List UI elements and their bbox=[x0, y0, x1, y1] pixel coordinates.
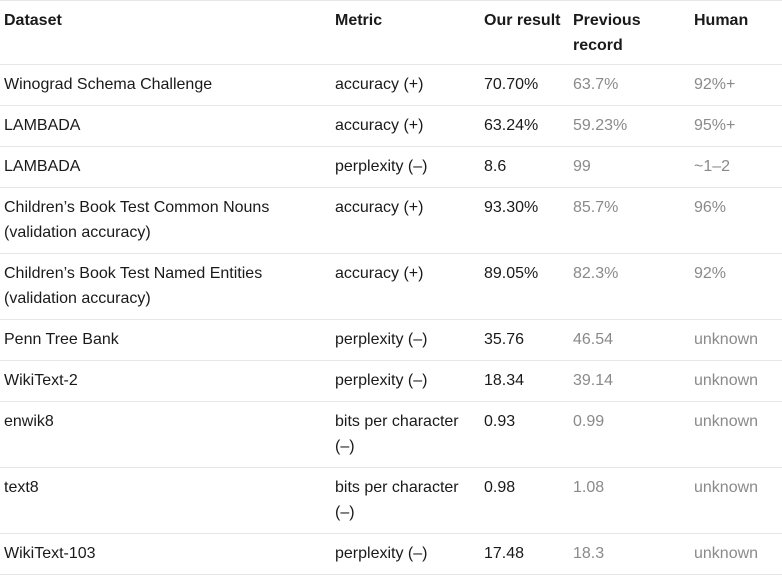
table-row: Children’s Book Test Named Entities (val… bbox=[0, 253, 782, 320]
cell-previous-record: 85.7% bbox=[569, 187, 690, 254]
cell-human: unknown bbox=[690, 401, 782, 468]
cell-metric: accuracy (+) bbox=[331, 64, 480, 106]
header-human: Human bbox=[690, 0, 782, 65]
cell-previous-record: 82.3% bbox=[569, 253, 690, 320]
cell-human: unknown bbox=[690, 319, 782, 361]
cell-human: 92% bbox=[690, 253, 782, 320]
cell-metric: perplexity (–) bbox=[331, 360, 480, 402]
cell-previous-record: 46.54 bbox=[569, 319, 690, 361]
cell-previous-record: 99 bbox=[569, 146, 690, 188]
table-header: Dataset Metric Our result Previous recor… bbox=[0, 0, 782, 65]
cell-our-result: 17.48 bbox=[480, 533, 569, 575]
cell-human: ~1–2 bbox=[690, 146, 782, 188]
cell-previous-record: 39.14 bbox=[569, 360, 690, 402]
cell-human: 95%+ bbox=[690, 105, 782, 147]
cell-metric: accuracy (+) bbox=[331, 253, 480, 320]
cell-human: unknown bbox=[690, 467, 782, 534]
header-dataset: Dataset bbox=[0, 0, 331, 65]
cell-our-result: 18.34 bbox=[480, 360, 569, 402]
cell-metric: accuracy (+) bbox=[331, 105, 480, 147]
cell-metric: bits per character (–) bbox=[331, 467, 480, 534]
cell-our-result: 70.70% bbox=[480, 64, 569, 106]
cell-dataset: enwik8 bbox=[0, 401, 331, 468]
cell-human: 96% bbox=[690, 187, 782, 254]
table-row: Winograd Schema Challenge accuracy (+) 7… bbox=[0, 64, 782, 106]
cell-dataset: Children’s Book Test Common Nouns (valid… bbox=[0, 187, 331, 254]
cell-our-result: 93.30% bbox=[480, 187, 569, 254]
cell-dataset: WikiText-103 bbox=[0, 533, 331, 575]
cell-our-result: 0.93 bbox=[480, 401, 569, 468]
table-row: WikiText-2 perplexity (–) 18.34 39.14 un… bbox=[0, 360, 782, 402]
cell-previous-record: 1.08 bbox=[569, 467, 690, 534]
cell-dataset: Penn Tree Bank bbox=[0, 319, 331, 361]
cell-previous-record: 0.99 bbox=[569, 401, 690, 468]
cell-metric: bits per character (–) bbox=[331, 401, 480, 468]
cell-metric: perplexity (–) bbox=[331, 146, 480, 188]
table-row: text8 bits per character (–) 0.98 1.08 u… bbox=[0, 467, 782, 534]
cell-our-result: 8.6 bbox=[480, 146, 569, 188]
cell-human: unknown bbox=[690, 533, 782, 575]
cell-our-result: 35.76 bbox=[480, 319, 569, 361]
cell-human: 92%+ bbox=[690, 64, 782, 106]
cell-our-result: 0.98 bbox=[480, 467, 569, 534]
cell-dataset: LAMBADA bbox=[0, 105, 331, 147]
header-previous-record: Previous record bbox=[569, 0, 690, 65]
cell-metric: perplexity (–) bbox=[331, 319, 480, 361]
cell-our-result: 63.24% bbox=[480, 105, 569, 147]
header-metric: Metric bbox=[331, 0, 480, 65]
table-row: enwik8 bits per character (–) 0.93 0.99 … bbox=[0, 401, 782, 468]
cell-our-result: 89.05% bbox=[480, 253, 569, 320]
cell-previous-record: 59.23% bbox=[569, 105, 690, 147]
table-body: Winograd Schema Challenge accuracy (+) 7… bbox=[0, 64, 782, 575]
cell-dataset: LAMBADA bbox=[0, 146, 331, 188]
table-row: Children’s Book Test Common Nouns (valid… bbox=[0, 187, 782, 254]
cell-previous-record: 63.7% bbox=[569, 64, 690, 106]
header-our-result: Our result bbox=[480, 0, 569, 65]
cell-previous-record: 18.3 bbox=[569, 533, 690, 575]
table-row: LAMBADA accuracy (+) 63.24% 59.23% 95%+ bbox=[0, 105, 782, 147]
cell-dataset: Winograd Schema Challenge bbox=[0, 64, 331, 106]
cell-dataset: Children’s Book Test Named Entities (val… bbox=[0, 253, 331, 320]
cell-human: unknown bbox=[690, 360, 782, 402]
header-row: Dataset Metric Our result Previous recor… bbox=[0, 0, 782, 65]
table-row: Penn Tree Bank perplexity (–) 35.76 46.5… bbox=[0, 319, 782, 361]
cell-dataset: WikiText-2 bbox=[0, 360, 331, 402]
cell-dataset: text8 bbox=[0, 467, 331, 534]
table-row: LAMBADA perplexity (–) 8.6 99 ~1–2 bbox=[0, 146, 782, 188]
cell-metric: accuracy (+) bbox=[331, 187, 480, 254]
table-row: WikiText-103 perplexity (–) 17.48 18.3 u… bbox=[0, 533, 782, 575]
cell-metric: perplexity (–) bbox=[331, 533, 480, 575]
